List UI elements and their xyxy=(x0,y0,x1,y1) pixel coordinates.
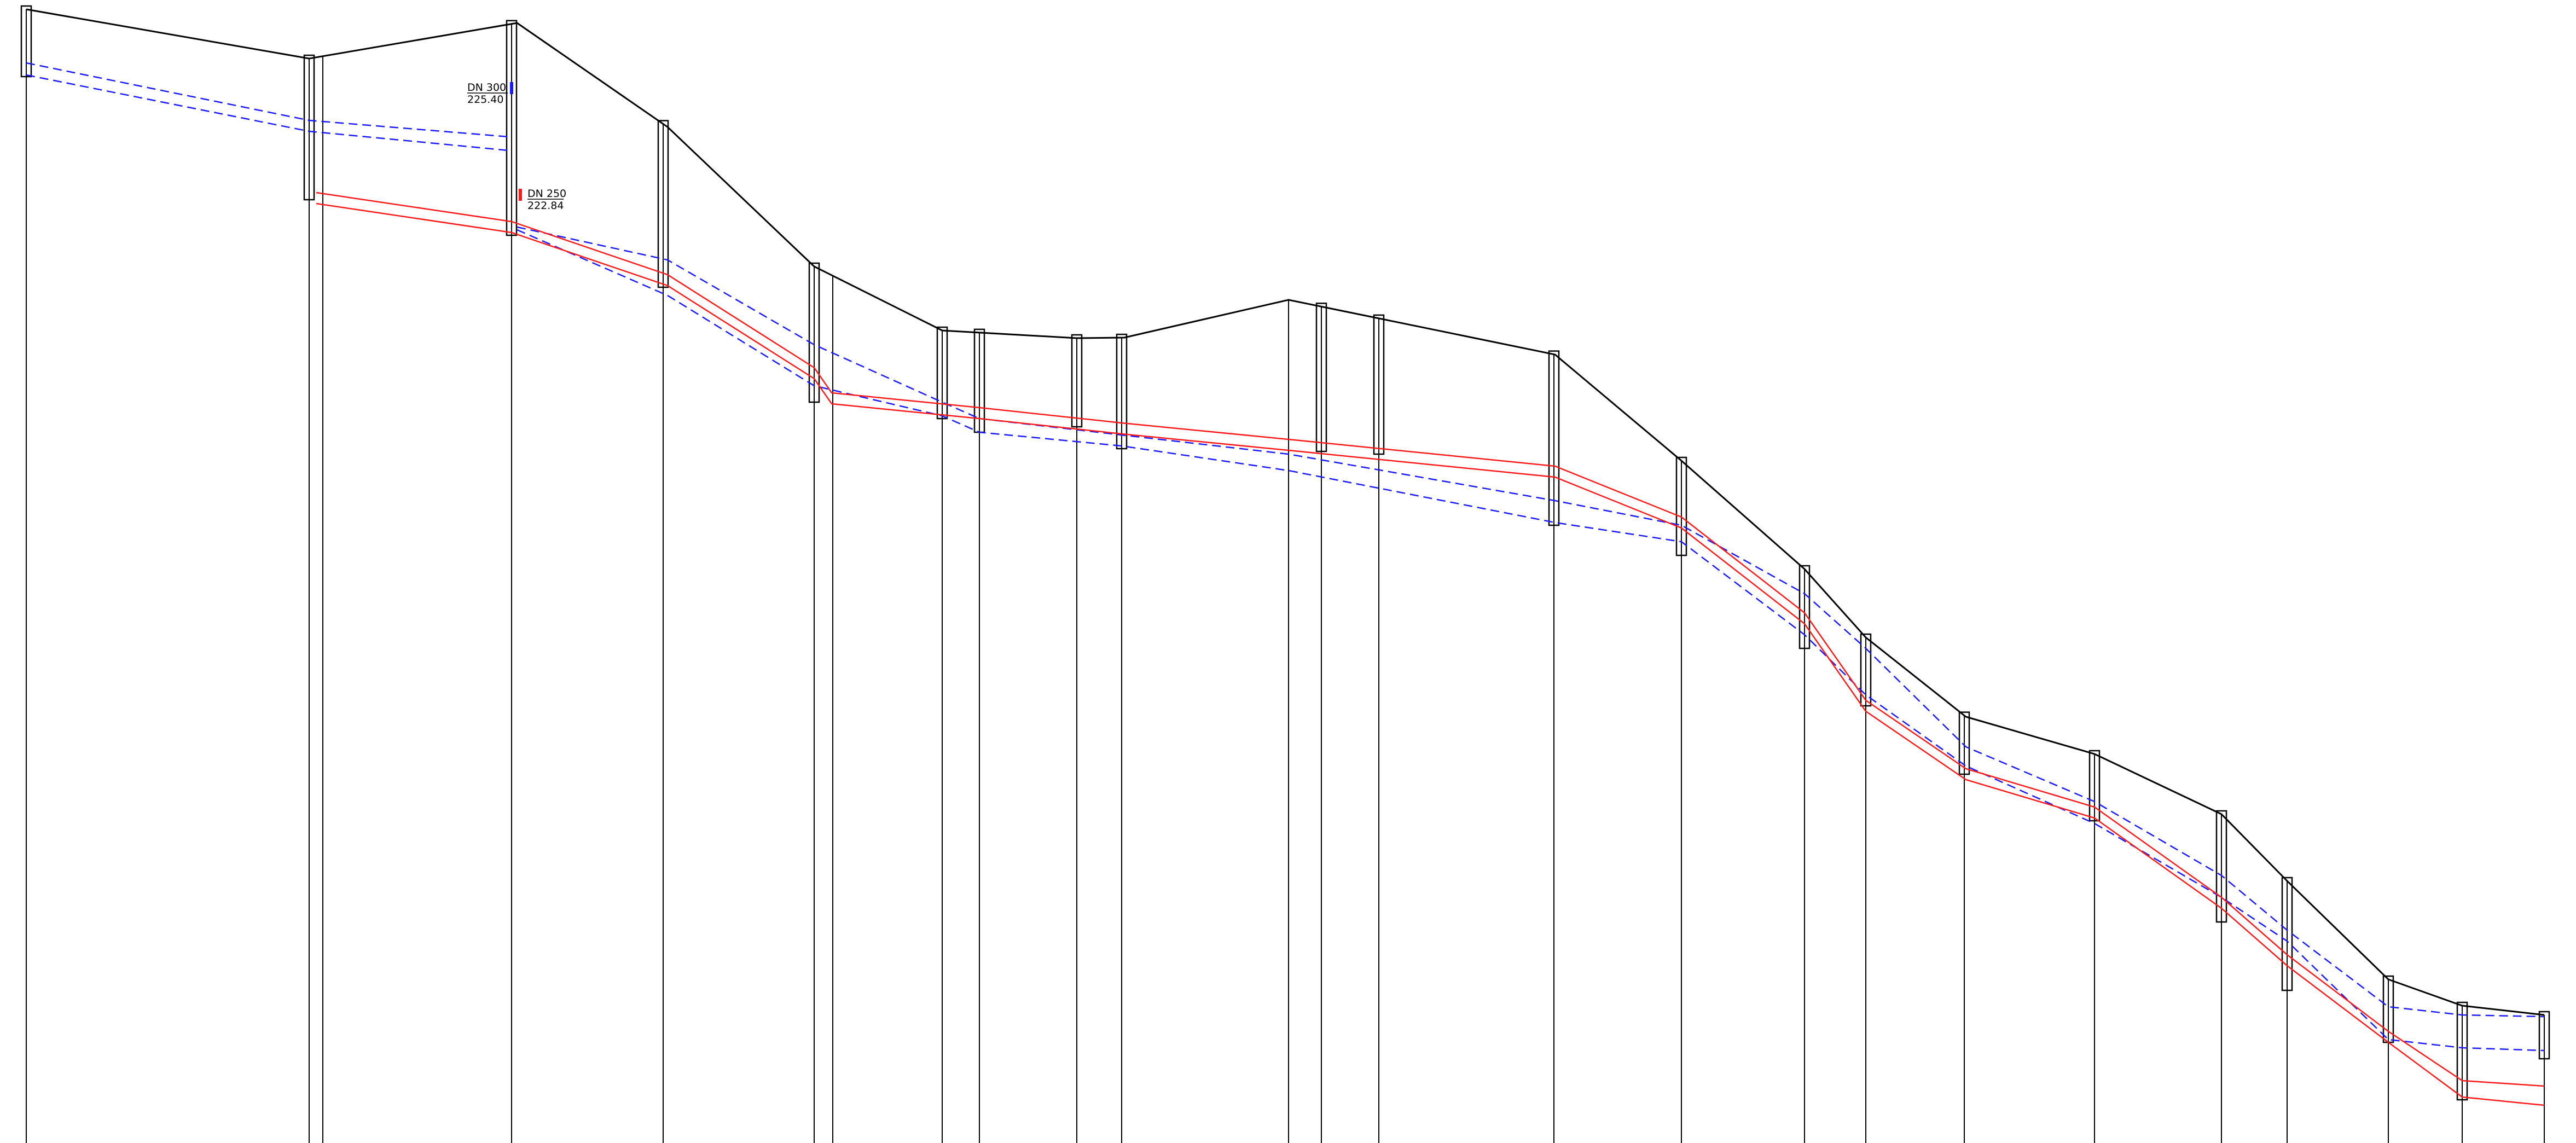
manhole-3 xyxy=(506,20,518,236)
dn300-label-block: DN 300 225.40 xyxy=(467,82,513,106)
dn300-secondary-pipe-top-line xyxy=(517,226,2545,1018)
manhole-22 xyxy=(2538,1011,2550,1060)
station-vertical-lines xyxy=(26,9,2545,1143)
dn300-pipe-bottom-line xyxy=(26,74,509,152)
dn250-pipe-top-line xyxy=(316,192,2545,1087)
dn300-elevation: 225.40 xyxy=(467,94,503,106)
manhole-18 xyxy=(2215,810,2227,923)
dn300-pipe xyxy=(26,62,2545,1052)
manhole-1 xyxy=(20,5,32,78)
ground-surface-line xyxy=(26,8,2545,1016)
dn300-secondary-pipe-bottom-line xyxy=(517,229,2545,1052)
manhole-15 xyxy=(1860,633,1872,707)
manhole-5 xyxy=(808,262,820,403)
manhole-6 xyxy=(936,326,948,420)
manhole-group xyxy=(20,5,2550,1101)
manhole-11 xyxy=(1373,314,1385,455)
dn300-label: DN 300 xyxy=(467,82,506,94)
dn250-elevation: 222.84 xyxy=(527,200,564,212)
dn250-label: DN 250 xyxy=(527,188,566,200)
manhole-17 xyxy=(2088,750,2101,822)
dn250-marker xyxy=(519,189,522,201)
manhole-16 xyxy=(1958,711,1970,775)
manhole-21 xyxy=(2456,1001,2468,1101)
manhole-9 xyxy=(1116,333,1128,450)
manhole-8 xyxy=(1071,334,1083,428)
dn250-pipe xyxy=(316,192,2545,1106)
manhole-12 xyxy=(1548,350,1560,526)
manhole-2 xyxy=(303,54,315,201)
dn300-pipe-top-line xyxy=(26,62,509,138)
dn300-marker xyxy=(510,82,513,94)
manhole-14 xyxy=(1798,565,1811,649)
dn250-label-block: DN 250 222.84 xyxy=(519,188,566,212)
manhole-4 xyxy=(657,120,669,288)
manhole-10 xyxy=(1315,303,1327,452)
manhole-13 xyxy=(1675,456,1687,556)
dn250-pipe-bottom-line xyxy=(316,202,2545,1106)
